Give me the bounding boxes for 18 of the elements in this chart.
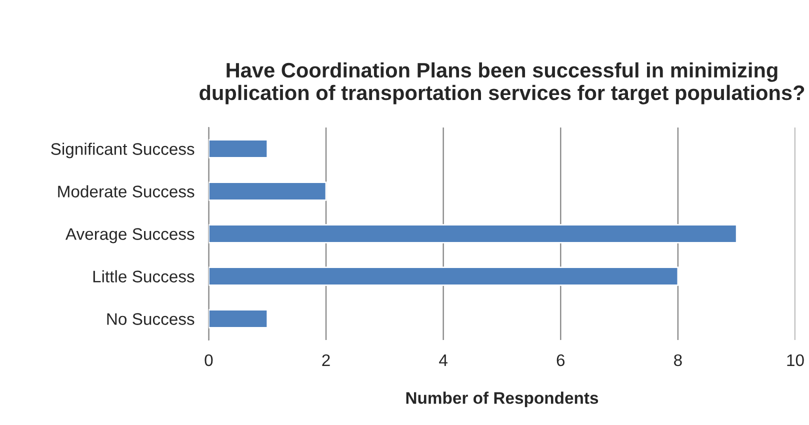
x-tick-label: 0 xyxy=(204,354,213,366)
x-axis-title: Number of Respondents xyxy=(406,392,598,408)
x-tick-label: 6 xyxy=(556,354,565,366)
x-tick-label: 10 xyxy=(787,354,804,366)
bar xyxy=(208,309,268,328)
x-tick-label: 2 xyxy=(322,354,330,366)
bar xyxy=(208,139,268,158)
bar xyxy=(208,266,679,286)
bar xyxy=(208,224,738,244)
x-tick-label: 8 xyxy=(674,354,682,366)
y-tick-label: Little Success xyxy=(93,270,194,282)
x-tick-label: 4 xyxy=(439,354,448,366)
y-tick-label: Average Success xyxy=(65,228,194,244)
bar xyxy=(208,182,327,201)
chart-title: Have Coordination Plans been successful in minimizing duplication of transportation services for target populations? xyxy=(200,62,804,104)
y-tick-label: Significant Success xyxy=(51,142,194,158)
y-tick-label: No Success xyxy=(107,313,194,325)
y-tick-label: Moderate Success xyxy=(58,185,194,198)
